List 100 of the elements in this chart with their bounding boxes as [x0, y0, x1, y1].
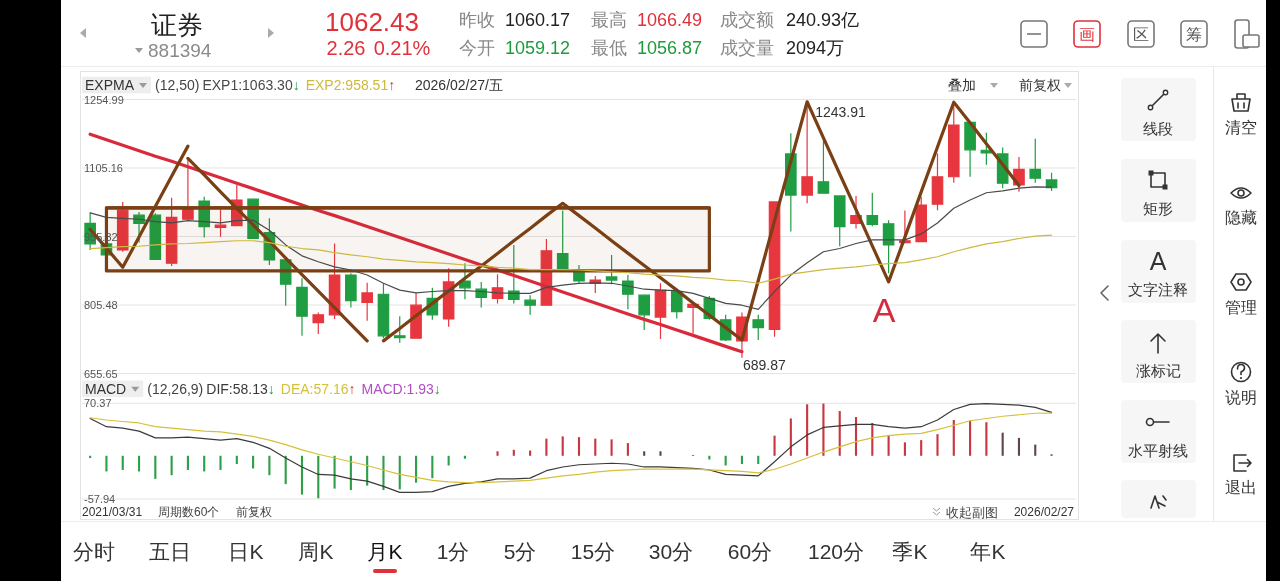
bar [105, 455, 108, 472]
bar [969, 420, 972, 456]
text: 线段 [1143, 119, 1173, 137]
bar [577, 437, 581, 456]
text: 240.93亿 [786, 10, 860, 30]
bar [659, 451, 662, 456]
text: 1060.17 [505, 10, 571, 30]
text: 收起副图 [946, 504, 998, 520]
candlestick [622, 274, 634, 310]
text: EXP1:1063.30↓ [202, 77, 300, 93]
text: 证券 [151, 10, 203, 40]
text: 涨标记 [1135, 361, 1181, 379]
candlestick [361, 282, 373, 322]
text: 月K [367, 539, 403, 563]
text: 文字注释 [1128, 280, 1188, 298]
chart-subtitle: (12,50) [155, 77, 200, 93]
y-tick-label: -57.94 [84, 493, 116, 505]
bar [1017, 437, 1021, 456]
candlestick [817, 140, 830, 194]
bar [757, 455, 760, 464]
text: 2021/03/31 [82, 505, 143, 519]
text: 分时 [73, 539, 115, 563]
text: 1066.49 [637, 10, 703, 30]
bar [496, 451, 499, 456]
candlestick [165, 197, 178, 267]
annotation: 1243.91 [815, 103, 866, 120]
bar [626, 443, 629, 456]
text: 0.21% [373, 37, 431, 59]
bar [887, 434, 890, 456]
chart-title: MACD [85, 380, 127, 397]
bar [561, 436, 564, 456]
candlestick [556, 209, 569, 272]
text: 1分 [436, 539, 470, 563]
bar [545, 438, 548, 456]
y-tick-label: 1254.99 [84, 93, 124, 106]
bar [431, 455, 434, 479]
bar [789, 418, 792, 456]
candlestick [214, 208, 227, 238]
bar [773, 435, 776, 456]
candlestick [866, 192, 879, 227]
bar [186, 455, 189, 470]
text: 清空 [1225, 118, 1257, 136]
candlestick [459, 262, 471, 300]
text: 说明 [1225, 388, 1257, 406]
bar [203, 455, 206, 472]
text: 2026/02/27 [1013, 505, 1075, 519]
bar [382, 455, 385, 491]
candlestick [345, 272, 357, 309]
text: 周K [298, 539, 334, 563]
text: 5分 [503, 539, 537, 563]
candlestick [149, 212, 162, 261]
text: 年K [970, 539, 1006, 563]
text: 2094万 [786, 38, 845, 58]
text: 前复权 [1019, 77, 1061, 93]
text: DIF:58.13↓ [206, 380, 275, 397]
text: 2.26 [326, 37, 366, 59]
text: 1056.87 [637, 38, 703, 58]
candlestick [508, 244, 520, 304]
bar [268, 455, 271, 476]
candlestick [524, 294, 536, 316]
text: 今开 [459, 38, 495, 58]
bar [854, 417, 858, 456]
bar [1034, 444, 1037, 456]
bar [903, 442, 906, 456]
bar [594, 438, 597, 456]
text: 前复权 [236, 505, 272, 519]
text: 881394 [148, 39, 212, 61]
bar [235, 455, 238, 464]
bar [1001, 432, 1004, 456]
text: 1059.12 [505, 38, 571, 58]
candlestick [931, 152, 944, 211]
candlestick [638, 294, 650, 331]
candlestick [882, 219, 895, 274]
annotation: A [872, 291, 896, 329]
candlestick [279, 259, 292, 307]
candlestick [573, 264, 585, 284]
text: MACD:1.93↓ [361, 380, 441, 397]
bar [740, 455, 744, 464]
candlestick [312, 311, 325, 335]
bar [708, 455, 711, 460]
bar [643, 451, 646, 456]
text: 最低 [591, 38, 627, 58]
text: 30分 [648, 539, 694, 563]
bar [512, 449, 515, 456]
y-tick-label: 1105.16 [84, 162, 123, 174]
bar [121, 455, 124, 470]
text: A [1149, 247, 1167, 275]
candlestick [1029, 138, 1042, 184]
text: 隐藏 [1225, 208, 1257, 226]
bar [936, 434, 939, 456]
text: 最高 [591, 10, 627, 30]
bar [414, 455, 418, 483]
candlestick [964, 121, 976, 178]
text: 60分 [727, 539, 773, 563]
y-tick-label: 805.48 [84, 299, 118, 311]
text: 叠加 [948, 77, 976, 93]
text: 画 [1079, 25, 1095, 43]
text: 120分 [807, 539, 865, 563]
text: 管理 [1225, 298, 1257, 316]
annotation: 689.87 [742, 356, 786, 373]
